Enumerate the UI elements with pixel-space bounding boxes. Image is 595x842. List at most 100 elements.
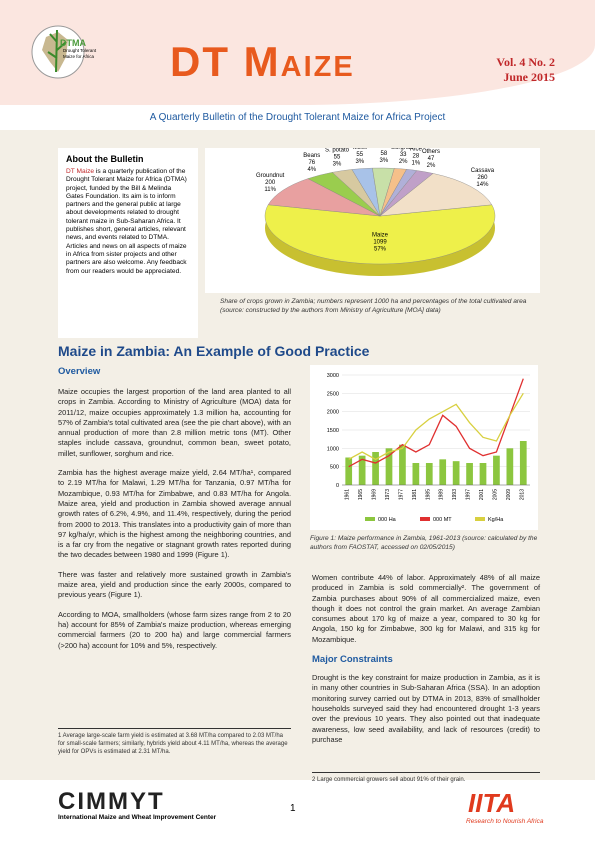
pie-slice: [267, 178, 381, 217]
right-paragraphs: Women contribute 44% of labor. Approxima…: [312, 573, 540, 645]
logo-plant: [47, 29, 67, 73]
x-tick-label: 2009: [506, 489, 512, 500]
pie-label: 2%: [427, 163, 436, 169]
pie-label: Beans: [303, 153, 320, 159]
x-tick-label: 1993: [452, 489, 458, 500]
pie-label: 3%: [333, 161, 342, 167]
x-tick-label: 1985: [425, 489, 431, 500]
iita-tagline: Research to Nourish Africa: [466, 818, 544, 825]
pie-label: 28: [413, 153, 420, 159]
x-tick-label: 1965: [358, 489, 364, 500]
legend-label: 000 MT: [433, 517, 452, 523]
pie-label: Sunflower: [371, 148, 398, 150]
bar: [439, 459, 447, 485]
paragraph: Maize occupies the largest proportion of…: [58, 387, 291, 458]
constraints-heading: Major Constraints: [312, 654, 393, 666]
pie-caption: Share of crops grown in Zambia; numbers …: [220, 298, 527, 314]
x-tick-label: 1973: [385, 489, 391, 500]
left-paragraphs: Maize occupies the largest proportion of…: [58, 387, 291, 651]
pie-label: 200: [265, 180, 276, 186]
pie-slice: [264, 204, 496, 265]
x-tick-label: 2005: [492, 489, 498, 500]
pie-label: S. potato: [325, 148, 350, 153]
constraints-paragraph: Drought is the key constraint for maize …: [312, 673, 540, 744]
bar: [493, 455, 500, 485]
pie-label: Cassava: [471, 168, 495, 174]
pie-label: 4%: [307, 167, 316, 173]
pie-label: 76: [308, 160, 315, 166]
paragraph: Zambia has the highest average maize yie…: [58, 468, 291, 560]
date: June 2015: [503, 70, 555, 84]
pie-label: 260: [477, 175, 488, 181]
cimmyt-full: International Maize and Wheat Improvemen…: [58, 814, 217, 821]
dtma-logo: [31, 25, 85, 79]
pie-label: 33: [400, 152, 407, 158]
cimmyt-logo: CIMMYT: [58, 788, 165, 815]
pie-label: 2%: [399, 159, 408, 165]
legend-swatch: [475, 517, 485, 521]
y-tick-label: 500: [330, 465, 339, 471]
header-bg: [0, 0, 595, 105]
pie-label: Others: [422, 149, 440, 155]
pie-label: Rice: [410, 148, 423, 152]
x-tick-label: 1997: [466, 489, 472, 500]
bar: [452, 461, 460, 485]
x-tick-label: 2013: [519, 489, 525, 500]
bar: [385, 448, 393, 485]
x-tick-label: 1977: [398, 489, 404, 500]
bar: [412, 463, 420, 485]
bar: [358, 455, 366, 485]
pie-label: 14%: [476, 182, 489, 188]
y-tick-label: 2000: [327, 410, 339, 416]
logo-africa: [42, 32, 68, 72]
bar: [372, 452, 379, 485]
legend-label: 000 Ha: [378, 517, 397, 523]
about-heading: About the Bulletin: [66, 154, 144, 164]
y-tick-label: 3000: [327, 373, 339, 379]
left-column: Overview Maize occupies the largest prop…: [58, 366, 291, 660]
subtitle: A Quarterly Bulletin of the Drought Tole…: [149, 112, 446, 123]
x-tick-label: 2001: [479, 489, 485, 500]
y-tick-label: 1000: [327, 446, 339, 452]
pie-label: Maize: [372, 232, 389, 238]
legend-swatch: [365, 517, 375, 521]
paragraph: According to MOA, smallholders (whose fa…: [58, 609, 291, 650]
bar: [506, 448, 514, 485]
about-body: is a quarterly publication of the Drough…: [66, 168, 187, 275]
bar: [345, 457, 353, 485]
y-tick-label: 2500: [327, 391, 339, 397]
x-tick-label: 1989: [439, 489, 445, 500]
paragraph: There was faster and relatively more sus…: [58, 569, 291, 600]
pie-label: 1%: [412, 160, 421, 166]
footnote-2: 2 Large commercial growers sell about 91…: [312, 772, 540, 784]
overview-heading: Overview: [58, 366, 101, 377]
right-column: Women contribute 44% of labor. Approxima…: [312, 573, 540, 754]
bar: [519, 441, 527, 485]
volume: Vol. 4 No. 2: [496, 55, 555, 69]
footnote-1-text: 1 Average large-scale farm yield is esti…: [58, 733, 288, 755]
pie-label: 3%: [380, 158, 389, 164]
figure-1: 0 500 1000 1500 2000 2500 3000 1961 1965 1969 1973…: [310, 365, 538, 530]
pie-label: 11%: [264, 187, 276, 193]
pie-label: Groundnut: [256, 173, 285, 179]
pie-label: 58: [381, 151, 388, 157]
iita-logo: IITA: [468, 788, 516, 818]
y-tick-label: 0: [336, 483, 339, 489]
pie-label: 3%: [355, 159, 364, 165]
x-tick-label: 1961: [345, 489, 351, 500]
about-text: DT Maize is a quarterly publication of t…: [66, 168, 190, 276]
pie-slice: [379, 173, 493, 217]
line: [348, 378, 524, 468]
bar: [466, 463, 473, 485]
pie-label: Sorghum: [391, 148, 415, 151]
bar: [425, 463, 433, 485]
legend-swatch: [420, 517, 430, 521]
line: [348, 392, 524, 461]
about-lead: DT Maize: [66, 168, 95, 175]
figure-caption: Figure 1: Maize performance in Zambia, 1…: [310, 535, 538, 551]
bar: [399, 444, 406, 485]
